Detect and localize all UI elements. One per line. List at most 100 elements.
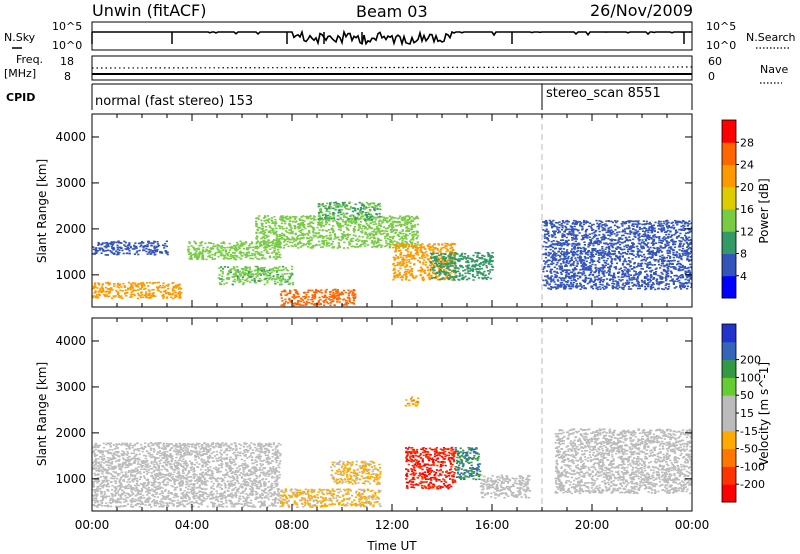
power-cell: [395, 243, 398, 246]
power-cell: [205, 248, 208, 251]
power-cell: [488, 271, 491, 273]
nave-line: [91, 66, 693, 69]
power-cell: [690, 242, 692, 245]
power-cell: [441, 243, 444, 245]
power-cell: [106, 244, 109, 247]
power-cell: [660, 228, 663, 231]
power-cell: [217, 249, 220, 251]
power-cell: [431, 249, 434, 251]
power-cell: [672, 283, 675, 285]
power-cell: [353, 231, 356, 233]
power-cell: [580, 250, 583, 253]
power-cell: [136, 297, 139, 300]
power-cell: [343, 220, 346, 223]
power-cell: [348, 298, 351, 300]
power-cell: [318, 220, 321, 222]
power-cell: [92, 296, 95, 299]
power-cell: [399, 264, 402, 267]
power-cell: [361, 211, 365, 213]
power-cell: [543, 267, 546, 269]
power-cell: [332, 291, 335, 294]
power-cell: [231, 283, 234, 286]
power-cell: [249, 243, 252, 245]
power-cell: [667, 265, 670, 268]
power-cell: [436, 248, 439, 250]
power-cell: [553, 233, 556, 236]
power-cell: [669, 276, 672, 278]
power-cell: [344, 213, 347, 215]
power-cell: [616, 220, 619, 222]
power-cell: [213, 245, 216, 248]
power-cell: [293, 227, 297, 230]
power-cell: [266, 275, 269, 277]
power-cell: [473, 264, 476, 267]
power-cell: [621, 256, 625, 258]
power-cell: [478, 265, 481, 268]
power-cell: [259, 245, 262, 247]
power-cell: [287, 245, 290, 248]
power-cell: [116, 291, 119, 293]
power-cell: [378, 202, 381, 205]
power-cell: [621, 262, 625, 265]
power-cell: [176, 295, 179, 298]
power-cell: [647, 231, 650, 234]
power-cell: [594, 233, 597, 236]
power-cell: [336, 202, 339, 205]
power-cell: [266, 244, 269, 247]
power-cell: [373, 208, 376, 210]
power-cell: [283, 302, 286, 305]
power-cell: [192, 246, 195, 248]
power-cell: [542, 221, 545, 223]
power-cell: [562, 242, 565, 244]
power-cell: [432, 252, 435, 255]
power-cell: [690, 284, 692, 286]
power-cell: [641, 262, 644, 265]
power-cell: [298, 240, 302, 243]
power-cell: [625, 282, 628, 284]
power-cell: [137, 283, 140, 286]
power-cell: [603, 235, 606, 238]
power-cell: [109, 249, 112, 252]
power-cell: [426, 258, 429, 260]
power-cell: [598, 258, 601, 261]
power-cell: [95, 296, 98, 299]
power-cell: [258, 253, 261, 255]
power-cell: [286, 269, 290, 272]
power-cell: [663, 236, 666, 238]
power-cell: [342, 204, 345, 206]
power-cell: [562, 277, 565, 280]
power-cell: [428, 245, 431, 248]
power-cell: [676, 263, 679, 266]
power-cell: [243, 243, 246, 246]
power-cell: [288, 238, 291, 241]
nsky-strip: N.Sky 10^5 10^0 10^5 10^0 N.Search: [4, 20, 796, 52]
power-cell: [131, 286, 134, 288]
power-cell: [106, 288, 109, 290]
power-cell: [339, 211, 342, 214]
power-cell: [272, 277, 275, 279]
power-cell: [235, 247, 238, 249]
power-cell: [402, 238, 405, 240]
power-cell: [378, 205, 381, 207]
power-cell: [312, 244, 315, 247]
power-cell: [460, 265, 463, 267]
power-cell: [220, 270, 223, 272]
power-cell: [688, 236, 691, 239]
power-cell: [363, 207, 366, 210]
power-cell: [124, 292, 127, 294]
power-cell: [226, 257, 229, 260]
power-cell: [240, 251, 243, 254]
power-cell: [578, 246, 581, 249]
power-cell: [581, 235, 584, 237]
power-cell: [570, 279, 573, 282]
power-cell: [271, 220, 274, 222]
power-cell: [234, 273, 237, 276]
power-cell: [630, 277, 634, 279]
power-cell: [282, 290, 285, 293]
power-cell: [566, 223, 569, 225]
power-cell: [262, 225, 265, 228]
power-cell: [415, 237, 418, 240]
power-cell: [371, 218, 374, 221]
power-cell: [350, 302, 353, 304]
power-cell: [334, 235, 337, 238]
